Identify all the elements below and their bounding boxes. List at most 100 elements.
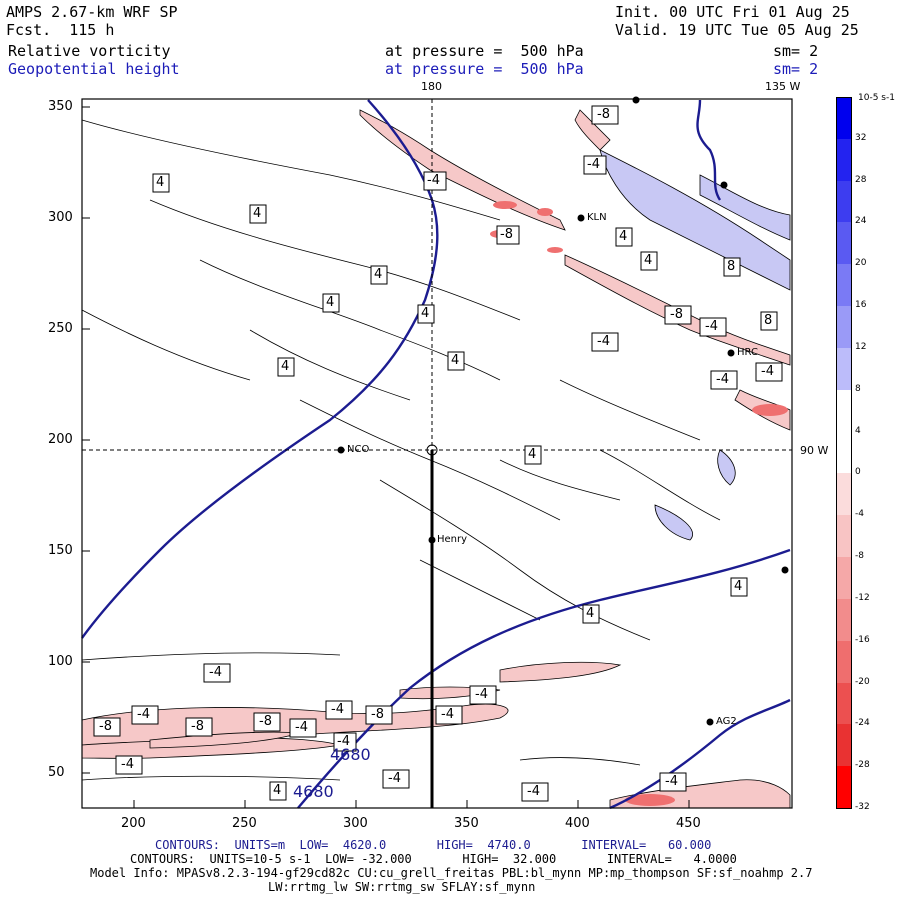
colorbar-swatch [836, 138, 852, 181]
contour-label-pos: 4 [451, 353, 460, 368]
colorbar-tick-label: 28 [855, 174, 867, 185]
contour-label-neg: -8 [371, 707, 384, 722]
x-tick-label: 300 [343, 816, 368, 831]
station-markers [337, 96, 789, 726]
contour-label-neg: -4 [475, 687, 488, 702]
contour-label-neg: -4 [665, 774, 678, 789]
colorbar-unit: 10-5 s-1 [858, 93, 895, 103]
contour-label-pos: 4 [528, 447, 537, 462]
contour-label-pos: 4 [273, 783, 282, 798]
contour-label-neg: -4 [295, 720, 308, 735]
station-label: NCO [347, 444, 370, 455]
valid-time: Valid. 19 UTC Tue 05 Aug 25 [615, 21, 859, 39]
colorbar-tick-label: -16 [855, 634, 870, 645]
colorbar-tick-label: -24 [855, 718, 870, 729]
contour-label-pos: 8 [764, 313, 773, 328]
contour-label-neg: -4 [597, 334, 610, 349]
init-time: Init. 00 UTC Fri 01 Aug 25 [615, 3, 850, 21]
contour-label-neg: -8 [259, 714, 272, 729]
field-vorticity-label: Relative vorticity [8, 42, 171, 60]
contour-label-neg: -4 [121, 757, 134, 772]
x-tick-label: 250 [232, 816, 257, 831]
y-tick-label: 250 [48, 321, 73, 336]
contour-label-neg: -8 [597, 107, 610, 122]
contour-label-pos: 4 [586, 606, 595, 621]
colorbar-tick-label: 20 [855, 258, 867, 269]
contour-label-neg: -4 [716, 372, 729, 387]
contour-label-neg: -8 [191, 719, 204, 734]
colorbar-tick-label: -32 [855, 802, 870, 812]
y-tick-label: 300 [48, 210, 73, 225]
y-tick-label: 50 [48, 765, 65, 780]
smoothing-1: sm= 2 [773, 42, 819, 60]
colorbar-swatch [836, 97, 852, 140]
colorbar-tick-label: -4 [855, 509, 864, 520]
contour-label-neg: -8 [670, 307, 683, 322]
contour-label-neg: -4 [705, 319, 718, 334]
model-info: Model Info: MPASv8.2.3-194-gf29cd82c CU:… [90, 866, 813, 880]
colorbar-swatch [836, 515, 852, 558]
contour-label-neg: -8 [99, 719, 112, 734]
contour-label-neg: -8 [500, 227, 513, 242]
colorbar-swatch [836, 222, 852, 265]
field-height-label: Geopotential height [8, 60, 180, 78]
contour-label-pos: 4 [619, 229, 628, 244]
contour-label-neg: -4 [337, 734, 350, 749]
contour-label-pos: 8 [727, 259, 736, 274]
contour-label-neg: -4 [427, 173, 440, 188]
x-tick-label: 200 [121, 816, 146, 831]
colorbar-swatch [836, 306, 852, 348]
contour-label-pos: 4 [253, 206, 262, 221]
colorbar-tick-label: -28 [855, 760, 870, 771]
y-tick-label: 350 [48, 99, 73, 114]
colorbar-tick-label: -12 [855, 592, 870, 603]
contours-height-info: CONTOURS: UNITS=m LOW= 4620.0 HIGH= 4740… [155, 838, 712, 852]
positive-vorticity-shading [599, 149, 791, 541]
station-label: AG2 [716, 716, 737, 727]
height-contours [81, 99, 791, 810]
axis-ticks [82, 106, 690, 808]
contour-label-pos: 4 [281, 359, 290, 374]
colorbar-swatch [836, 766, 852, 809]
pressure-level-1: at pressure = 500 hPa [385, 42, 584, 60]
x-tick-label: 400 [565, 816, 590, 831]
colorbar-tick-label: 32 [855, 132, 867, 143]
colorbar-swatch [836, 682, 852, 725]
contour-label-neg: -4 [137, 707, 150, 722]
colorbar-tick-label: 8 [855, 383, 861, 394]
vorticity-contours [81, 119, 721, 781]
y-tick-label: 200 [48, 432, 73, 447]
contour-label-pos: 4 [421, 306, 430, 321]
graticule [82, 99, 792, 451]
x-tick-label: 350 [454, 816, 479, 831]
station-label: KLN [587, 212, 607, 223]
colorbar-swatch [836, 180, 852, 223]
contour-label-pos: 4 [156, 175, 165, 190]
contour-label-neg: -4 [761, 364, 774, 379]
y-tick-label: 150 [48, 543, 73, 558]
contour-label-neg: -4 [388, 771, 401, 786]
height-label: 4680 [293, 782, 334, 801]
y-tick-label: 100 [48, 654, 73, 669]
station-label: HRC [737, 347, 758, 358]
colorbar-swatch [836, 473, 852, 516]
colorbar-tick-label: 0 [855, 467, 861, 478]
lon-label-135w: 135 W [765, 80, 801, 93]
colorbar-swatch [836, 598, 852, 641]
station-label: Henry [437, 534, 468, 545]
model-title: AMPS 2.67-km WRF SP [6, 3, 178, 21]
colorbar-swatch [836, 347, 852, 390]
contour-label-pos: 4 [644, 253, 653, 268]
colorbar-swatch [836, 431, 852, 474]
colorbar-tick-label: -20 [855, 676, 870, 687]
vorticity-label-boxes [93, 105, 783, 802]
colorbar-tick-label: -8 [855, 551, 864, 562]
colorbar-tick-label: 4 [855, 425, 861, 436]
colorbar-swatch [836, 389, 852, 432]
forecast-hour: Fcst. 115 h [6, 21, 115, 39]
pressure-level-2: at pressure = 500 hPa [385, 60, 584, 78]
contour-label-pos: 4 [374, 267, 383, 282]
smoothing-2: sm= 2 [773, 60, 819, 78]
contour-label-pos: 4 [326, 295, 335, 310]
x-tick-label: 450 [676, 816, 701, 831]
